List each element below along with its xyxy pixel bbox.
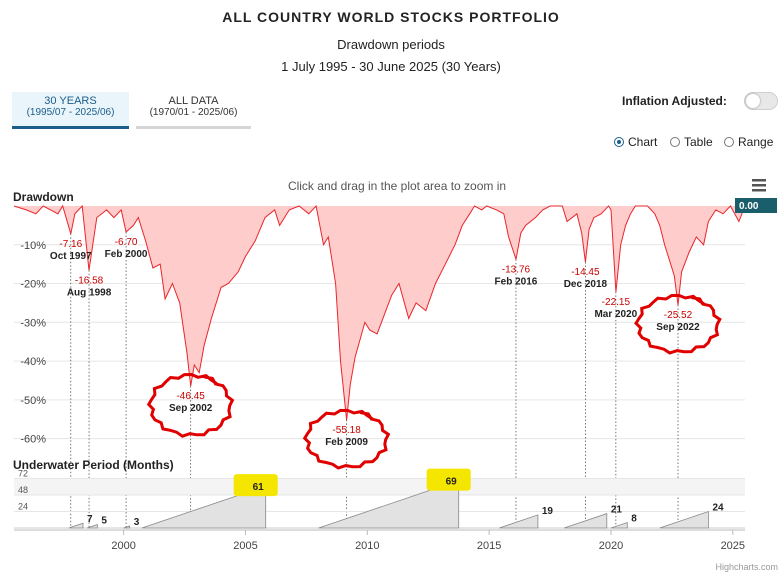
underwater-panel-title: Underwater Period (Months) [13, 458, 174, 472]
underwater-period [564, 513, 608, 529]
view-table-radio[interactable]: Table [670, 135, 713, 149]
x-axis-tick-label: 2000 [111, 540, 135, 552]
view-range-label: Range [738, 135, 774, 149]
underwater-months-label: 7 [87, 514, 93, 525]
drawdown-value-label: -7.16 [59, 239, 82, 250]
drawdown-date-label: Sep 2022 [656, 322, 700, 333]
underwater-months-label: 61 [253, 482, 265, 493]
zoom-hint: Click and drag in the plot area to zoom … [288, 179, 506, 193]
x-axis-tick-label: 2020 [599, 540, 623, 552]
underwater-period [123, 525, 131, 529]
drawdown-value-label: -22.15 [602, 297, 631, 308]
view-chart-label: Chart [628, 135, 658, 149]
drawdown-y-tick-label: -40% [20, 356, 46, 368]
drawdown-y-tick-label: -50% [20, 395, 46, 407]
drawdown-date-label: Mar 2020 [594, 309, 637, 320]
current-value-flag: 0.00 [735, 198, 777, 213]
inflation-adjusted-label: Inflation Adjusted: [622, 94, 727, 108]
underwater-period [141, 485, 267, 529]
date-range: 1 July 1995 - 30 June 2025 (30 Years) [281, 59, 501, 74]
tab-all-data[interactable]: ALL DATA (1970/01 - 2025/06) [136, 92, 251, 129]
underwater-months-label: 8 [631, 514, 637, 525]
drawdown-date-label: Feb 2009 [325, 437, 368, 448]
chart-subtitle: Drawdown periods [337, 37, 445, 52]
drawdown-y-tick-label: -60% [20, 434, 46, 446]
view-range-radio[interactable]: Range [724, 135, 773, 149]
underwater-y-tick-label: 72 [18, 469, 28, 479]
drawdown-panel-title: Drawdown [13, 190, 74, 204]
x-axis-tick-label: 2005 [233, 540, 257, 552]
drawdown-value-label: -55.18 [332, 425, 361, 436]
drawdown-date-label: Oct 1997 [50, 251, 92, 262]
drawdown-value-label: -6.70 [115, 237, 138, 248]
underwater-months-label: 21 [611, 505, 623, 516]
drawdown-line [13, 204, 746, 420]
drawdown-value-label: -14.45 [571, 267, 600, 278]
inflation-adjusted-toggle[interactable] [744, 92, 778, 110]
radio-dot-icon [724, 137, 734, 147]
drawdown-date-label: Dec 2018 [564, 279, 608, 290]
drawdown-date-label: Feb 2000 [105, 249, 148, 260]
drawdown-value-label: -16.58 [75, 275, 104, 286]
underwater-period [68, 522, 84, 529]
radio-dot-icon [614, 137, 624, 147]
label-highlight-marker [233, 474, 278, 497]
label-highlight-marker [426, 468, 471, 491]
radio-dot-icon [670, 137, 680, 147]
underwater-y-tick-label: 24 [18, 502, 28, 512]
drawdown-y-tick-label: -30% [20, 317, 46, 329]
drawdown-y-tick-label: -10% [20, 240, 46, 252]
tab-30-years[interactable]: 30 YEARS (1995/07 - 2025/06) [12, 92, 129, 129]
underwater-months-label: 69 [446, 477, 458, 488]
drawdown-date-label: Aug 1998 [67, 287, 112, 298]
drawdown-value-label: -46.45 [176, 391, 205, 402]
view-chart-radio[interactable]: Chart [614, 135, 657, 149]
view-table-label: Table [684, 135, 713, 149]
tab-30-years-range: (1995/07 - 2025/06) [26, 107, 115, 118]
x-axis-tick-label: 2010 [355, 540, 379, 552]
toggle-knob [746, 94, 760, 108]
drawdown-value-label: -25.52 [664, 310, 693, 321]
drawdown-y-tick-label: -20% [20, 279, 46, 291]
tab-all-data-range: (1970/01 - 2025/06) [149, 107, 238, 118]
current-value-label: 0.00 [739, 201, 759, 212]
underwater-band [14, 478, 745, 495]
drawdown-date-label: Feb 2016 [495, 276, 538, 287]
underwater-months-label: 19 [542, 506, 554, 517]
x-axis-tick-label: 2015 [477, 540, 501, 552]
highlight-circle [302, 408, 391, 470]
underwater-months-label: 3 [134, 517, 140, 528]
highcharts-credit[interactable]: Highcharts.com [715, 562, 778, 572]
drawdown-chart[interactable]: Click and drag in the plot area to zoom … [0, 170, 782, 575]
underwater-months-label: 5 [101, 516, 107, 527]
drawdown-area [14, 206, 745, 420]
highlight-circle [634, 293, 722, 355]
chart-menu-icon[interactable] [752, 179, 766, 192]
drawdown-date-label: Sep 2002 [169, 403, 213, 414]
tab-all-data-label: ALL DATA [168, 95, 219, 107]
drawdown-value-label: -13.76 [502, 264, 531, 275]
highlight-circle [146, 372, 235, 438]
x-axis-tick-label: 2025 [721, 540, 745, 552]
underwater-period [86, 524, 98, 529]
underwater-period [610, 521, 628, 529]
underwater-months-label: 24 [712, 503, 724, 514]
underwater-period [318, 480, 460, 529]
underwater-period [499, 514, 539, 529]
page-title: ALL COUNTRY WORLD STOCKS PORTFOLIO [222, 9, 560, 25]
tab-30-years-label: 30 YEARS [44, 95, 97, 107]
underwater-period [659, 510, 709, 529]
underwater-y-tick-label: 48 [18, 485, 28, 495]
